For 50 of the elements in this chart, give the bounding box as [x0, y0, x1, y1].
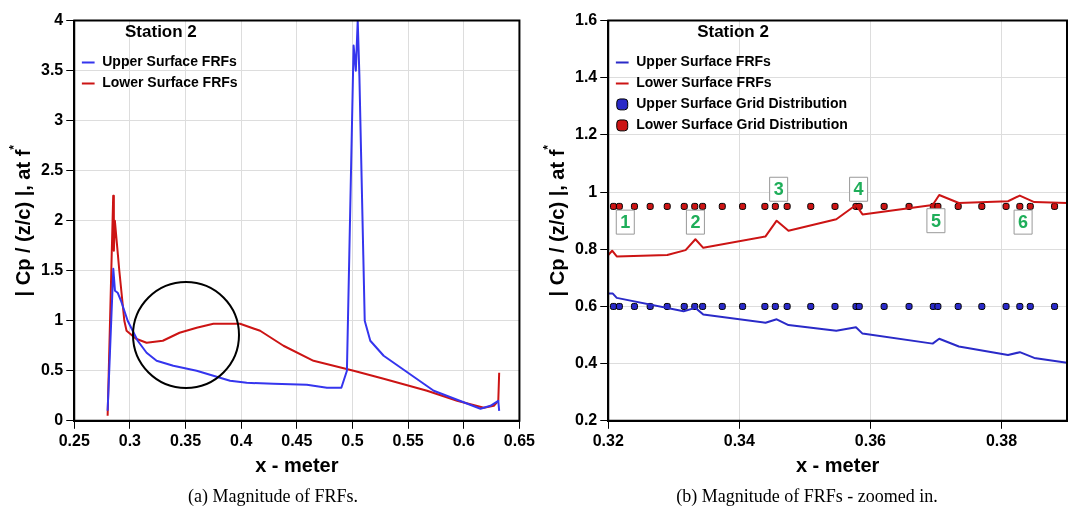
y-tick-label: 1 — [54, 311, 64, 329]
text: (b) Magnitude of FRFs - zoomed in. — [675, 486, 939, 507]
x-tick-label: 0.55 — [392, 431, 424, 449]
y-tick-label: 0.5 — [40, 361, 64, 379]
legend-label: Lower Surface Grid Distribution — [636, 116, 848, 133]
x-tick-label: 0.45 — [281, 431, 313, 449]
legend-label: Upper Surface FRFs — [102, 53, 238, 70]
y-tick-label: 0.6 — [574, 296, 598, 314]
annotation: 5 — [930, 210, 941, 231]
y-tick-label: 1.4 — [574, 68, 598, 86]
annotation: 3 — [773, 179, 784, 200]
text: (a) Magnitude of FRFs. — [187, 486, 359, 507]
annotation: 1 — [620, 212, 631, 233]
y-tick-label: 0.4 — [574, 354, 598, 372]
x-tick-label: 0.4 — [230, 431, 253, 449]
x-tick-label: 0.5 — [341, 431, 364, 449]
legend-label: Lower Surface FRFs — [636, 74, 772, 91]
x-tick-label: 0.6 — [452, 431, 475, 449]
annotation: 4 — [853, 179, 864, 200]
legend-label: Upper Surface Grid Distribution — [636, 95, 848, 112]
y-tick-label: 1.2 — [574, 125, 598, 143]
legend-label: Upper Surface FRFs — [636, 53, 772, 70]
y-tick-label: 3 — [54, 111, 64, 129]
x-tick-label: 0.34 — [723, 431, 755, 449]
x-tick-label: 0.3 — [118, 431, 142, 449]
y-tick-label: 1.6 — [574, 11, 598, 29]
annotation: 6 — [1018, 212, 1029, 233]
legend-label: Lower Surface FRFs — [102, 74, 238, 91]
y-tick-label: 0 — [54, 411, 64, 429]
x-tick-label: 0.25 — [58, 431, 90, 449]
y-axis-title: | Cp / (z/c) |, at f* — [7, 144, 34, 297]
y-tick-label: 4 — [54, 11, 64, 29]
y-tick-label: 0.2 — [574, 411, 598, 429]
legend-title: Station 2 — [125, 22, 197, 42]
x-axis-title: x - meter — [795, 453, 880, 476]
y-tick-label: 3.5 — [40, 61, 64, 79]
legend-title: Station 2 — [697, 22, 769, 42]
y-axis-title: | Cp / (z/c) |, at f* — [541, 144, 568, 297]
y-tick-label: 1.5 — [40, 261, 64, 279]
x-axis-title: x - meter — [255, 453, 339, 476]
y-tick-label: 2 — [54, 211, 64, 229]
y-tick-label: 1 — [588, 182, 598, 200]
x-tick-label: 0.65 — [503, 431, 536, 449]
annotation: 2 — [690, 212, 701, 233]
y-tick-label: 2.5 — [40, 161, 64, 179]
x-tick-label: 0.35 — [169, 431, 202, 449]
x-tick-label: 0.38 — [985, 431, 1018, 449]
x-tick-label: 0.36 — [854, 431, 887, 449]
x-tick-label: 0.32 — [592, 431, 624, 449]
y-tick-label: 0.8 — [574, 239, 598, 257]
